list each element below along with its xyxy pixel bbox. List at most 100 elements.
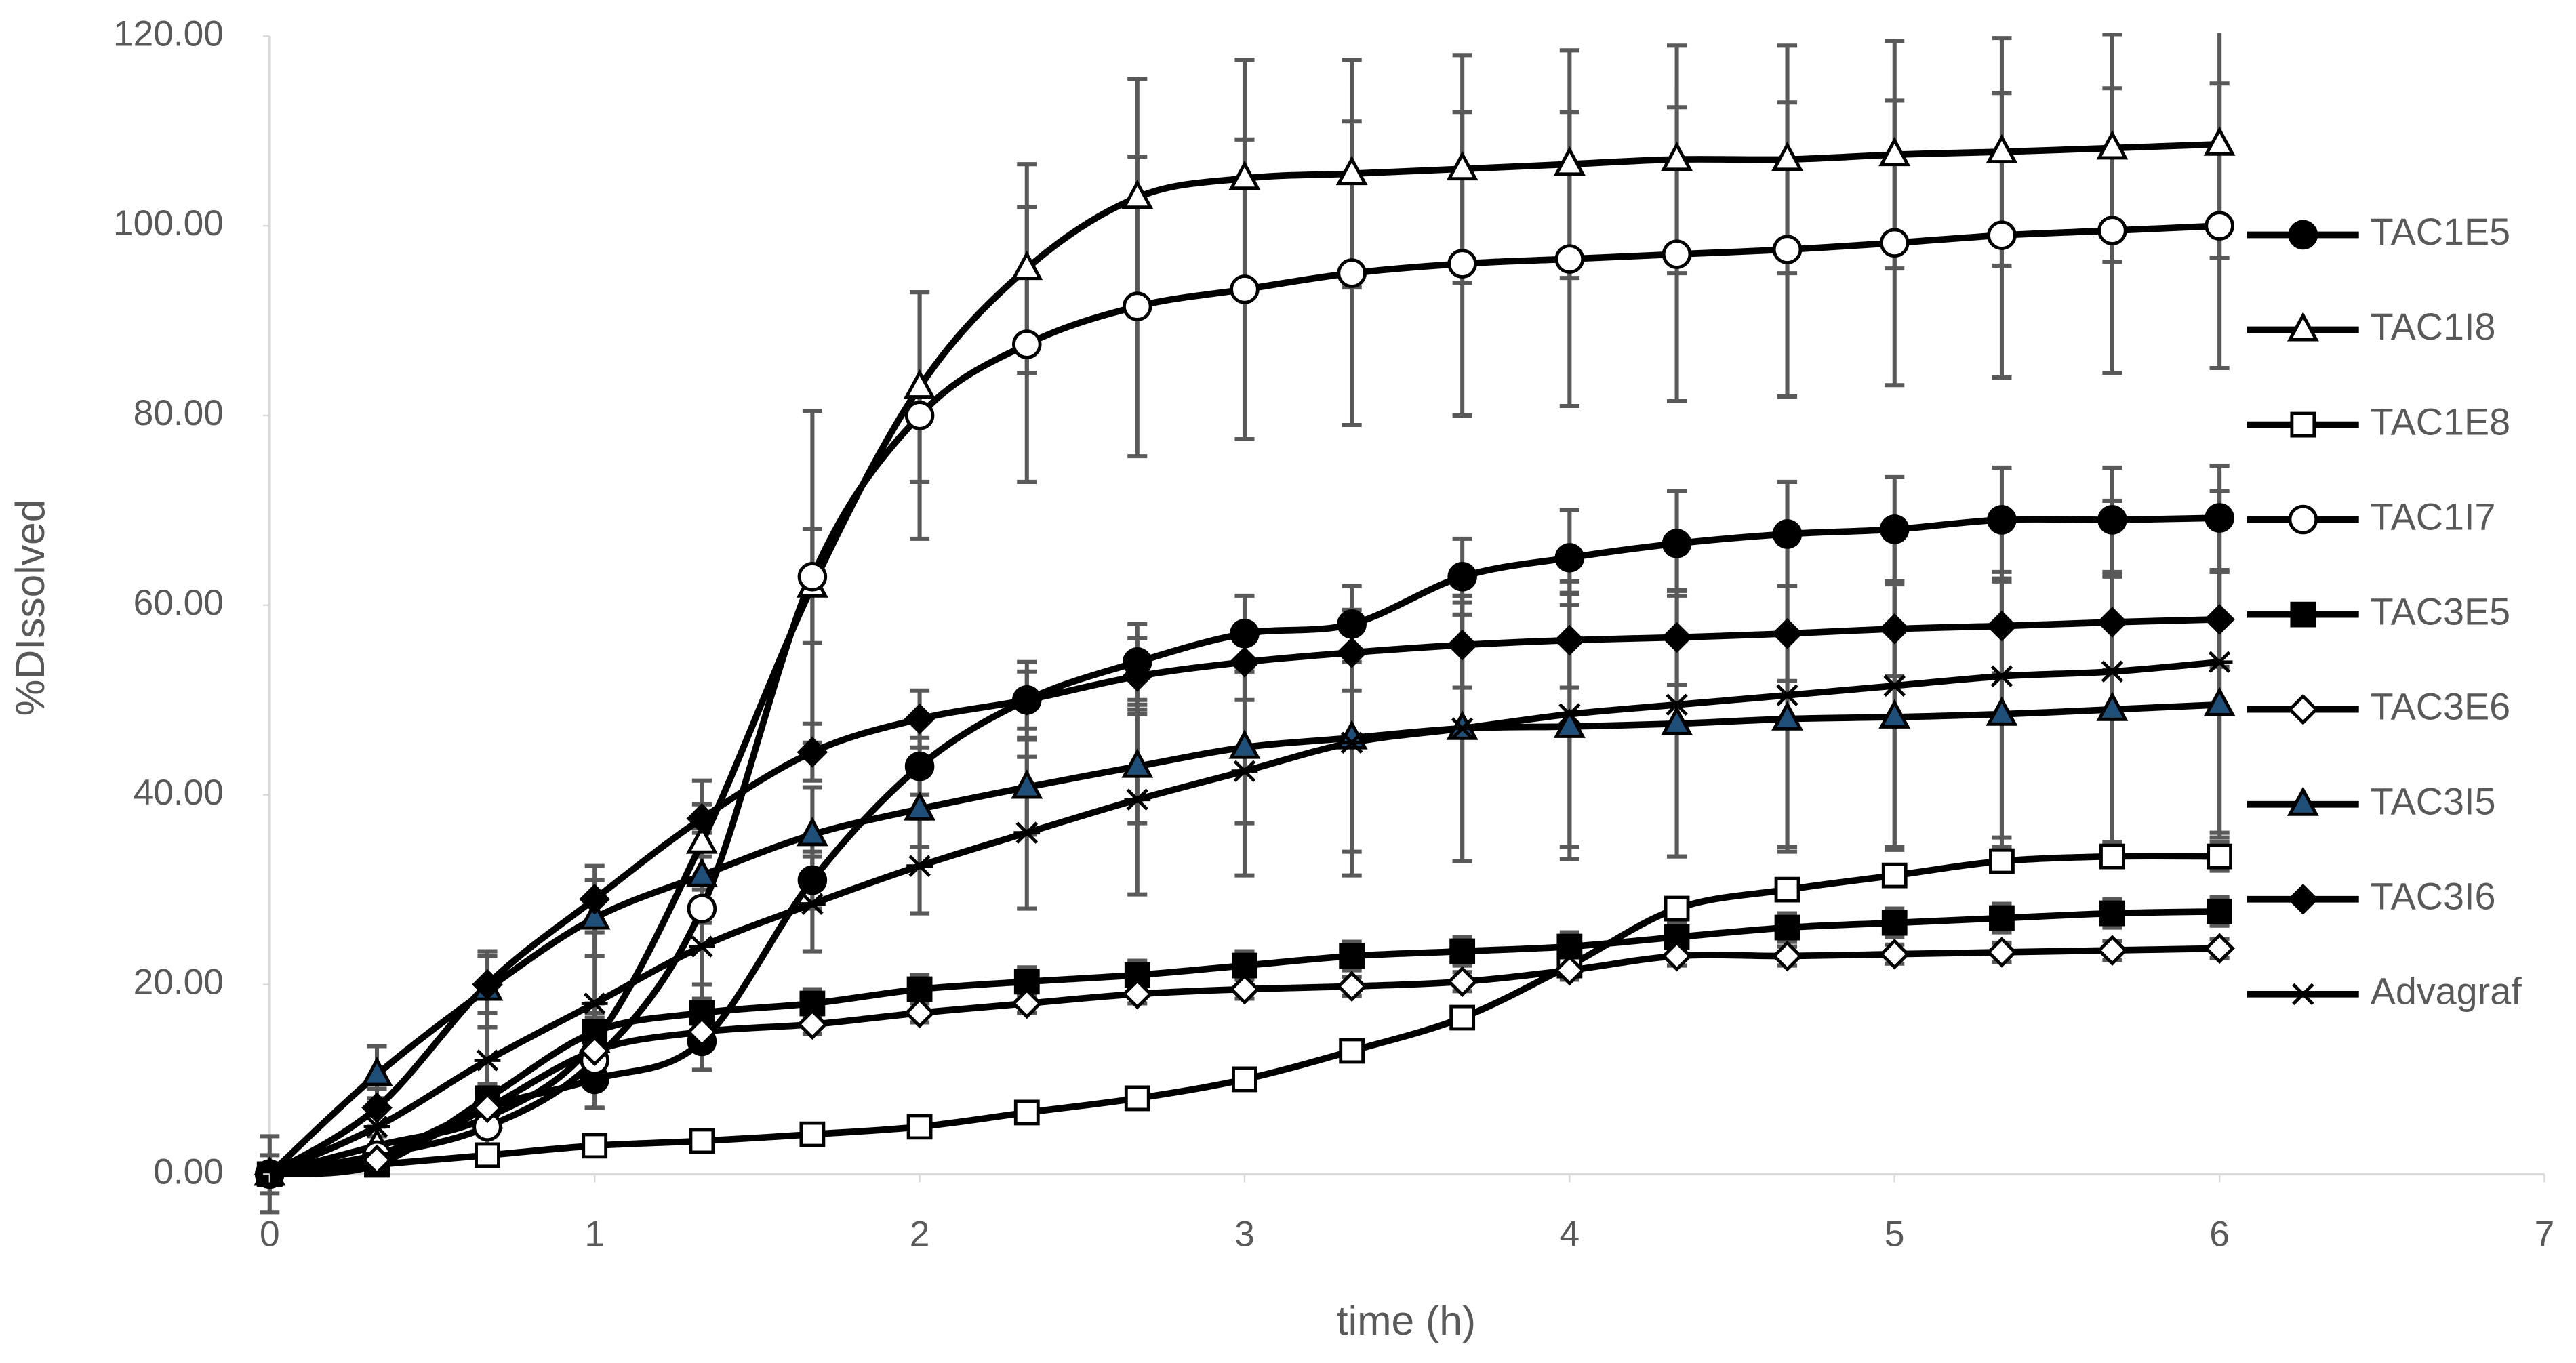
marker: [472, 1092, 503, 1124]
marker: [579, 883, 611, 915]
marker: [799, 893, 826, 915]
marker: [1447, 562, 1477, 592]
x-tick-label: 6: [2209, 1215, 2230, 1255]
legend-marker: [2289, 983, 2316, 1006]
marker: [1336, 636, 1367, 668]
legend-label: Advagraf: [2371, 971, 2522, 1013]
marker: [1124, 962, 1150, 988]
legend-marker: [2287, 312, 2319, 342]
marker: [1986, 696, 2018, 726]
x-tick-label: 7: [2535, 1215, 2555, 1255]
marker: [1231, 760, 1258, 782]
marker: [1447, 249, 1477, 279]
marker: [361, 1057, 393, 1086]
marker: [1335, 155, 1368, 186]
marker: [904, 751, 935, 781]
marker: [689, 935, 715, 958]
marker: [2207, 898, 2233, 924]
x-tick-label: 2: [910, 1215, 930, 1255]
legend-label: TAC1I7: [2371, 495, 2496, 537]
marker: [906, 976, 933, 1002]
marker: [1881, 674, 1908, 697]
marker: [1229, 973, 1260, 1005]
legend-marker: [2287, 883, 2319, 915]
y-tick-label: 40.00: [134, 773, 224, 813]
legend-label: TAC3E5: [2371, 590, 2510, 632]
marker: [1011, 250, 1043, 281]
marker: [1124, 788, 1151, 811]
y-tick-label: 100.00: [113, 203, 224, 243]
marker: [1879, 514, 1910, 544]
marker: [1121, 660, 1153, 692]
marker: [906, 1114, 933, 1140]
marker: [1661, 940, 1693, 972]
marker: [689, 1000, 715, 1026]
marker: [797, 1009, 828, 1040]
marker: [1664, 924, 1690, 950]
marker: [797, 736, 828, 768]
marker: [475, 1142, 500, 1168]
x-tick-label: 5: [1885, 1215, 1905, 1255]
marker: [1989, 905, 2015, 931]
marker: [1449, 717, 1476, 739]
marker: [2096, 691, 2129, 721]
marker: [1771, 701, 1803, 731]
marker: [799, 1121, 826, 1147]
marker: [1878, 613, 1910, 645]
marker: [1229, 646, 1260, 678]
marker: [685, 857, 718, 887]
marker: [1986, 937, 2017, 968]
marker: [1122, 291, 1152, 321]
marker: [1878, 699, 1911, 729]
marker: [361, 1092, 393, 1124]
marker: [1986, 134, 2018, 163]
marker: [1661, 622, 1693, 653]
marker: [2204, 604, 2235, 635]
legend-label: TAC3I5: [2371, 780, 2496, 822]
marker: [2207, 843, 2233, 870]
marker: [796, 817, 828, 847]
marker: [1661, 706, 1693, 735]
marker: [1662, 529, 1692, 558]
marker: [689, 1128, 715, 1154]
markers: [254, 126, 2236, 1190]
marker: [1013, 969, 1040, 995]
marker: [1556, 933, 1583, 960]
marker: [1554, 954, 1586, 986]
marker: [1013, 1099, 1040, 1126]
marker: [797, 562, 828, 592]
legend-marker: [2288, 504, 2318, 535]
marker: [1449, 1004, 1476, 1031]
marker: [1881, 862, 1908, 889]
marker: [687, 893, 717, 924]
y-tick-label: 0.00: [153, 1152, 224, 1192]
marker: [1232, 952, 1257, 979]
marker: [2097, 505, 2127, 535]
y-tick-label: 80.00: [134, 393, 224, 433]
marker: [1664, 693, 1690, 716]
marker: [578, 900, 611, 930]
marker: [1232, 1066, 1257, 1093]
y-axis-title: %DIssolved: [7, 500, 53, 716]
marker: [906, 855, 933, 877]
marker: [904, 791, 936, 821]
marker: [1771, 940, 1803, 972]
marker: [1228, 729, 1261, 759]
marker: [1336, 971, 1367, 1002]
marker: [1881, 910, 1908, 936]
marker: [2099, 900, 2125, 927]
legend-marker: [2287, 786, 2319, 816]
marker: [1879, 228, 1910, 258]
marker: [1121, 978, 1153, 1010]
marker: [1553, 708, 1586, 738]
marker: [581, 992, 608, 1015]
y-tick-label: 60.00: [134, 583, 224, 623]
marker: [1987, 220, 2017, 250]
marker: [1878, 136, 1911, 167]
marker: [1661, 141, 1693, 171]
marker: [2206, 651, 2233, 674]
marker: [904, 401, 935, 430]
marker: [1774, 914, 1800, 941]
marker: [904, 703, 935, 735]
marker: [1878, 938, 1910, 970]
